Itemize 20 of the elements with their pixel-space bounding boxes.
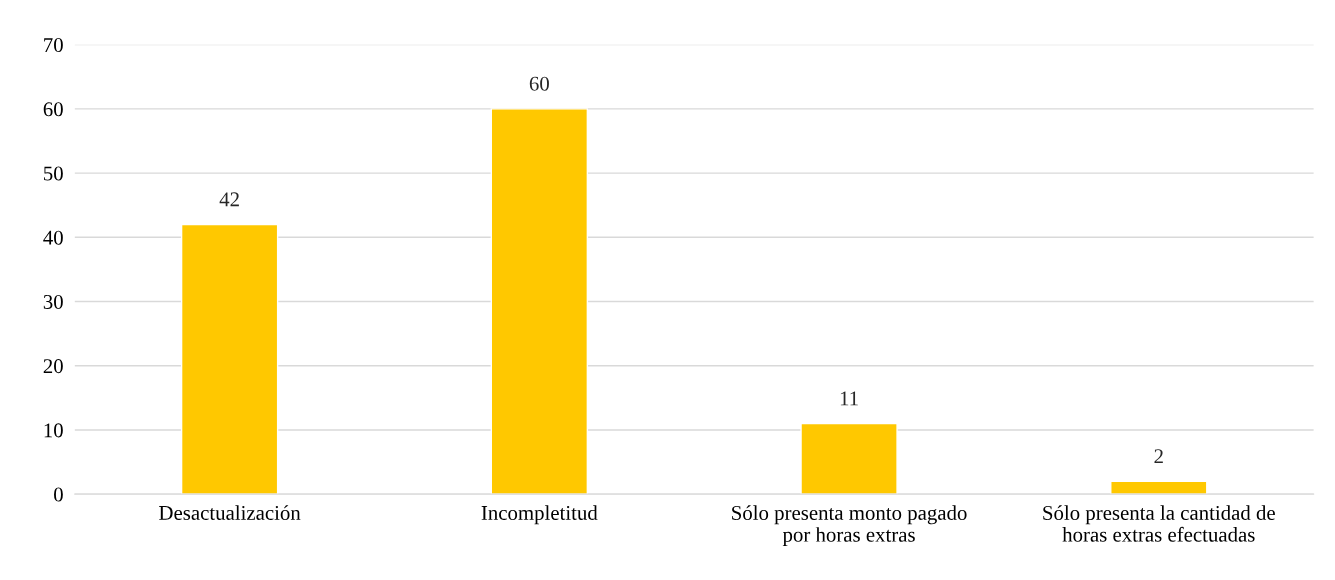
y-tick-label: 50 [44,166,63,181]
y-tick-label: 60 [43,102,63,117]
y-tick-label: 0 [54,487,63,502]
y-tick-label: 70 [44,38,63,53]
bar [1110,480,1208,495]
bar [800,422,898,495]
y-tick-label: 40 [43,230,63,245]
data-label: 42 [219,192,239,207]
y-tick-label: 10 [44,423,63,438]
data-label: 11 [840,391,858,406]
x-tick-label: Sólo presenta monto pagado por horas extras [732,505,967,547]
y-tick-label: 20 [43,359,63,374]
bar [180,223,279,495]
x-tick-label: Desactualización [159,505,301,520]
data-label: 2 [1154,449,1163,463]
bar [490,108,589,495]
x-tick-label: Incompletitud [481,505,598,525]
x-tick-label: Sólo presenta la cantidad de horas extras efectuadas [1043,505,1275,542]
data-label: 60 [529,76,549,91]
y-tick-label: 30 [43,294,63,309]
